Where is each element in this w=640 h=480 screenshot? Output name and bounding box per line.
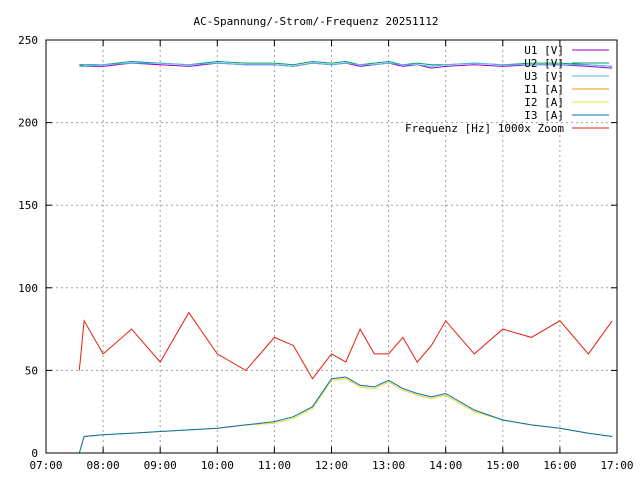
x-tick-label: 09:00 <box>144 459 177 472</box>
x-tick-label: 11:00 <box>258 459 291 472</box>
grid <box>46 40 617 453</box>
series-line-5 <box>78 376 613 454</box>
x-tick-label: 13:00 <box>372 459 405 472</box>
plot-frame <box>45 39 618 454</box>
legend-label: U2 [V] <box>524 57 564 70</box>
x-tick-label: 17:00 <box>600 459 633 472</box>
axes: 0 50 100 150 200 250 07:00 08:00 09:00 10:00 11:00… <box>18 34 633 472</box>
chart-title: AC-Spannung/-Strom/-Frequenz 20251112 <box>193 15 438 28</box>
y-tick-label: 250 <box>18 34 38 47</box>
x-tick-label: 12:00 <box>315 459 348 472</box>
series-lines <box>78 60 613 454</box>
x-tick-label: 10:00 <box>201 459 234 472</box>
x-tick-label: 16:00 <box>543 459 576 472</box>
series-line-0 <box>79 62 613 69</box>
legend-label: I2 [A] <box>524 96 564 109</box>
series-line-2 <box>79 62 613 67</box>
y-tick-label: 50 <box>25 364 38 377</box>
legend: U1 [V]U2 [V]U3 [V]I1 [A]I2 [A]I3 [A]Freq… <box>405 44 609 135</box>
legend-label: I1 [A] <box>524 83 564 96</box>
series-line-6 <box>78 311 613 380</box>
y-tick-label: 150 <box>18 199 38 212</box>
x-tick-label: 14:00 <box>429 459 462 472</box>
x-tick-label: 08:00 <box>87 459 120 472</box>
legend-label: I3 [A] <box>524 109 564 122</box>
y-tick-label: 0 <box>31 447 38 460</box>
legend-label: Frequenz [Hz] 1000x Zoom <box>405 122 564 135</box>
x-tick-label: 07:00 <box>29 459 62 472</box>
x-tick-label: 15:00 <box>486 459 519 472</box>
y-tick-label: 100 <box>18 282 38 295</box>
legend-label: U3 [V] <box>524 70 564 83</box>
legend-label: U1 [V] <box>524 44 564 57</box>
y-tick-label: 200 <box>18 117 38 130</box>
